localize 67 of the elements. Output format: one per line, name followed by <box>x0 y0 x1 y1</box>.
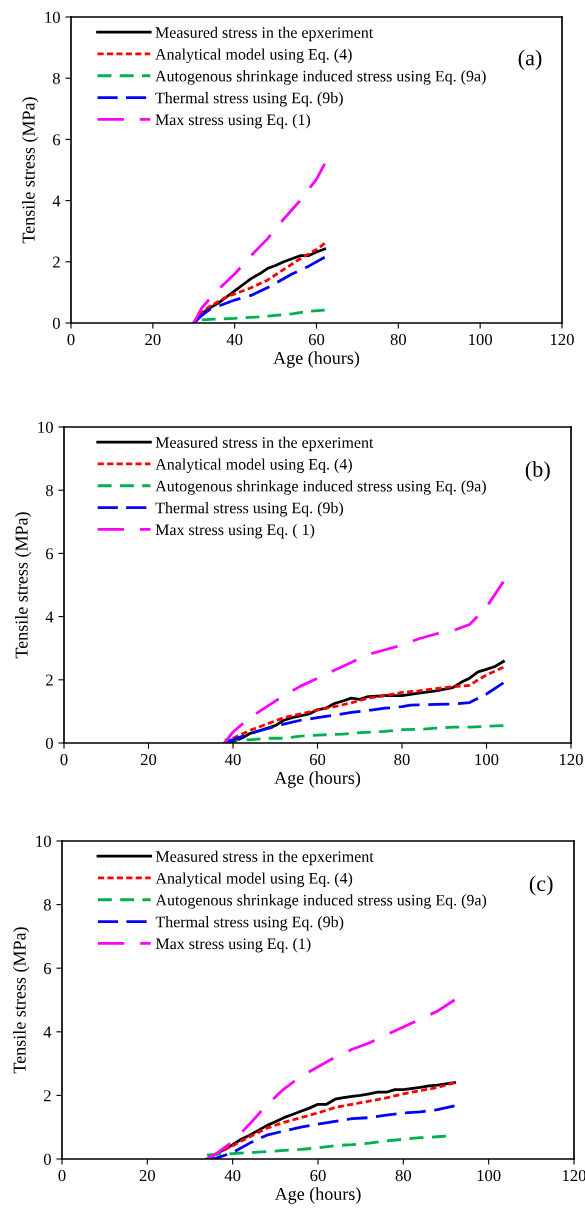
legend-label: Max stress using Eq. (1) <box>155 937 311 953</box>
x-tick-label: 80 <box>394 753 410 766</box>
annotation: (a) <box>518 49 542 70</box>
line-series <box>192 162 327 323</box>
x-tick-label: 60 <box>309 753 326 766</box>
legend-label: Autogenous shrinkage induced stress using Eq. (9a) <box>155 70 486 85</box>
y-tick-label: 0 <box>52 317 60 329</box>
x-tick-label: 80 <box>395 1169 412 1182</box>
y-tick-label: 10 <box>38 421 53 433</box>
y-tick-label: 8 <box>43 899 51 911</box>
legend-label: Max stress using Eq. ( 1) <box>155 523 315 539</box>
y-tick-label: 6 <box>52 134 61 146</box>
legend-label: Autogenous shrinkage induced stress using Eq. (9a) <box>155 894 487 909</box>
x-tick-label: 80 <box>390 333 407 346</box>
y-tick-label: 6 <box>43 962 52 975</box>
y-tick-label: 10 <box>36 835 51 847</box>
y-tick-label: 0 <box>43 1153 51 1165</box>
legend-label: Measured stress in the epxeriment <box>155 850 374 866</box>
line-series <box>223 724 505 742</box>
legend-label: Max stress using Eq. (1) <box>155 113 311 129</box>
y-tick-label: 6 <box>45 548 54 560</box>
y-tick-label: 4 <box>45 611 54 623</box>
y-tick-label: 4 <box>43 1026 52 1038</box>
y-axis-title: Tensile stress (MPa) <box>21 97 39 244</box>
line-series <box>223 580 505 743</box>
legend-label: Analytical model using Eq. (4) <box>155 48 352 63</box>
x-tick-label: 40 <box>224 753 241 766</box>
legend-label: Measured stress in the epxeriment <box>155 436 374 452</box>
line-series <box>205 1134 448 1157</box>
x-tick-label: 120 <box>562 1169 585 1182</box>
y-tick-label: 0 <box>45 737 53 749</box>
x-axis-title: Age (hours) <box>273 351 360 368</box>
y-tick-label: 2 <box>52 256 60 268</box>
x-tick-label: 120 <box>550 333 574 346</box>
legend-label: Measured stress in the epxeriment <box>155 26 374 42</box>
x-axis-title: Age (hours) <box>274 1187 361 1204</box>
y-tick-label: 10 <box>45 11 60 23</box>
x-tick-label: 20 <box>139 1169 156 1182</box>
legend-label: Thermal stress using Eq. (9b) <box>155 92 343 107</box>
x-tick-label: 40 <box>224 1169 241 1182</box>
legend-label: Analytical model using Eq. (4) <box>155 872 353 887</box>
x-tick-label: 60 <box>310 1169 326 1182</box>
y-tick-label: 2 <box>45 674 53 686</box>
x-tick-label: 100 <box>469 333 493 346</box>
legend-label: Analytical model using Eq. (4) <box>155 458 352 473</box>
x-tick-label: 120 <box>559 753 583 766</box>
x-tick-label: 20 <box>140 753 157 766</box>
x-axis-title: Age (hours) <box>274 771 361 788</box>
y-tick-label: 2 <box>43 1090 51 1102</box>
x-tick-label: 100 <box>475 753 499 766</box>
legend-label: Autogenous shrinkage induced stress using Eq. (9a) <box>155 480 486 495</box>
x-tick-label: 40 <box>226 333 243 346</box>
legend-label: Thermal stress using Eq. (9b) <box>155 916 344 931</box>
x-tick-label: 60 <box>308 333 325 346</box>
line-series <box>205 998 456 1159</box>
y-tick-label: 8 <box>52 72 60 85</box>
x-tick-label: 20 <box>145 333 161 346</box>
annotation: (b) <box>525 461 550 482</box>
y-tick-label: 4 <box>52 195 61 207</box>
y-tick-label: 8 <box>45 484 53 497</box>
y-axis-title: Tensile stress (MPa) <box>12 927 30 1074</box>
x-tick-label: 0 <box>67 333 75 346</box>
line-series <box>200 308 327 322</box>
x-tick-label: 100 <box>477 1169 501 1182</box>
annotation: (c) <box>529 875 553 896</box>
y-axis-title: Tensile stress (MPa) <box>14 512 32 659</box>
legend-label: Thermal stress using Eq. (9b) <box>155 502 344 517</box>
